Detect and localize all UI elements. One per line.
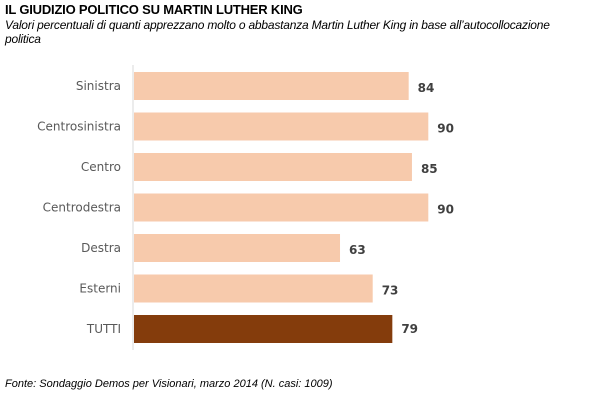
value-label: 73: [382, 284, 399, 298]
category-label: Sinistra: [76, 79, 121, 93]
bar-centro: [134, 153, 412, 181]
category-label: Destra: [81, 241, 121, 255]
category-label: Esterni: [79, 282, 121, 296]
value-label: 63: [349, 243, 366, 257]
category-label: Centro: [81, 160, 121, 174]
bar-esterni: [134, 274, 373, 303]
category-label: Centrosinistra: [37, 120, 121, 134]
category-label: TUTTI: [86, 322, 121, 336]
source-note: Fonte: Sondaggio Demos per Visionari, ma…: [5, 378, 333, 390]
bar-centrodestra: [134, 193, 429, 222]
value-label: 85: [421, 162, 438, 176]
value-label: 90: [437, 203, 454, 217]
chart-title: IL GIUDIZIO POLITICO SU MARTIN LUTHER KI…: [5, 2, 303, 17]
category-label: Centrodestra: [43, 201, 121, 215]
value-label: 79: [401, 322, 418, 336]
bar-destra: [134, 234, 341, 262]
value-label: 84: [418, 81, 435, 95]
chart-subtitle: Valori percentuali di quanti apprezzano …: [5, 18, 550, 46]
bar-tutti: [134, 315, 393, 343]
bar-sinistra: [134, 72, 409, 100]
bar-centrosinistra: [134, 112, 429, 141]
value-label: 90: [437, 122, 454, 136]
bars-group: Sinistra 84 Centrosinistra 90 Centro 85 Centro…: [37, 72, 454, 343]
